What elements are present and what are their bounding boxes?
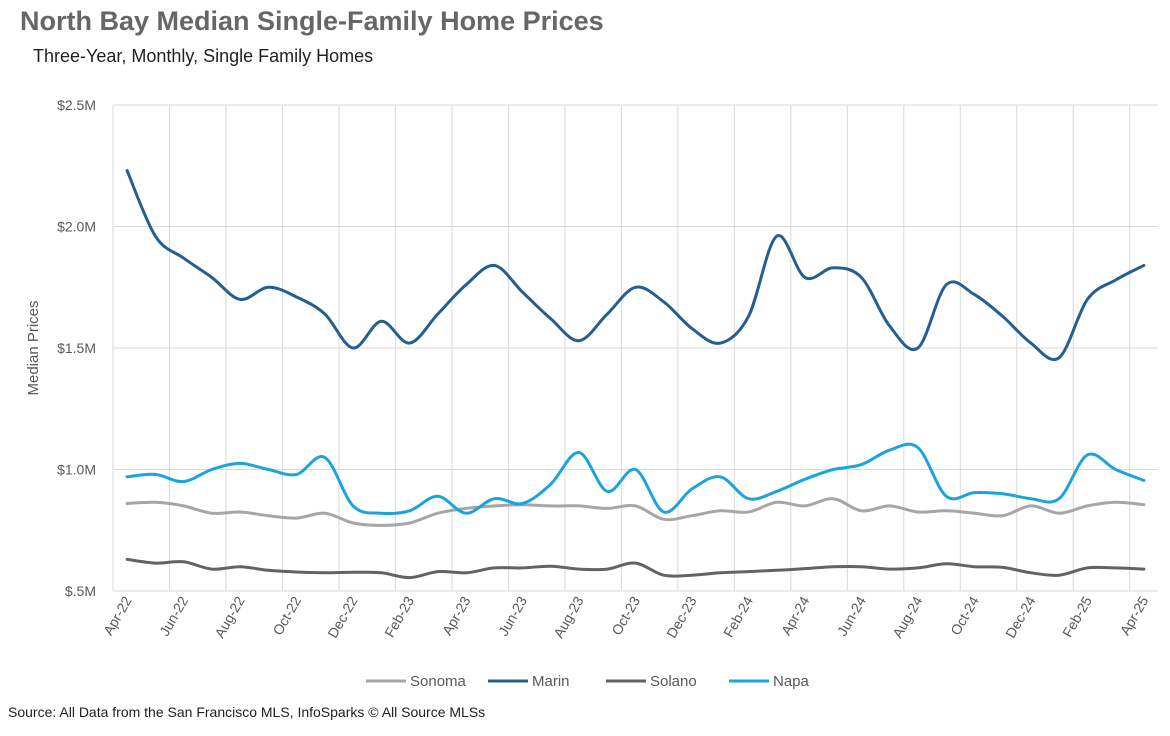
series-lines <box>125 169 1146 580</box>
x-tick-label: Feb-24 <box>720 593 756 640</box>
x-tick-label: Jun-24 <box>834 593 869 638</box>
chart-title: North Bay Median Single-Family Home Pric… <box>20 6 604 36</box>
x-tick-label: Jun-23 <box>495 593 530 638</box>
x-tick-label: Apr-24 <box>778 593 813 638</box>
y-axis-ticks: $.5M $1.0M $1.5M $2.0M $2.5M <box>57 97 96 599</box>
series-line-napa <box>125 442 1146 516</box>
y-axis-label: Median Prices <box>25 300 42 395</box>
y-tick-label: $2.0M <box>57 219 96 235</box>
series-line-marin <box>125 169 1146 361</box>
legend-label-napa: Napa <box>773 673 810 690</box>
x-tick-label: Feb-23 <box>381 593 417 640</box>
y-tick-label: $1.0M <box>57 462 96 478</box>
x-tick-label: Aug-23 <box>550 593 587 640</box>
x-tick-label: Apr-22 <box>100 593 135 638</box>
legend-label-sonoma: Sonoma <box>410 673 467 690</box>
x-tick-label: Feb-25 <box>1059 593 1095 640</box>
x-tick-label: Jun-22 <box>156 593 191 638</box>
y-tick-label: $1.5M <box>57 340 96 356</box>
source-note: Source: All Data from the San Francisco … <box>8 704 486 720</box>
x-axis-ticks: Apr-22 Jun-22 Aug-22 Oct-22 Dec-22 Feb-23 Apr-… <box>100 593 1152 640</box>
x-tick-label: Apr-23 <box>439 593 474 638</box>
x-tick-label: Aug-22 <box>211 593 248 640</box>
x-tick-label: Apr-25 <box>1117 593 1152 638</box>
x-tick-label: Oct-24 <box>947 593 982 638</box>
x-tick-label: Oct-23 <box>608 593 643 638</box>
horizontal-gridlines <box>113 104 1158 592</box>
legend: Sonoma Marin Solano Napa <box>366 673 810 690</box>
x-tick-label: Aug-24 <box>889 593 926 640</box>
x-tick-label: Dec-23 <box>663 593 700 640</box>
legend-label-solano: Solano <box>650 673 697 690</box>
y-tick-label: $.5M <box>65 583 96 599</box>
legend-label-marin: Marin <box>532 673 570 690</box>
x-tick-label: Oct-22 <box>269 593 304 638</box>
series-line-sonoma <box>125 497 1146 527</box>
series-line-solano <box>125 557 1146 580</box>
x-tick-label: Dec-24 <box>1002 593 1039 640</box>
x-tick-label: Dec-22 <box>324 593 361 640</box>
y-tick-label: $2.5M <box>57 97 96 113</box>
chart-subtitle: Three-Year, Monthly, Single Family Homes <box>33 46 374 66</box>
